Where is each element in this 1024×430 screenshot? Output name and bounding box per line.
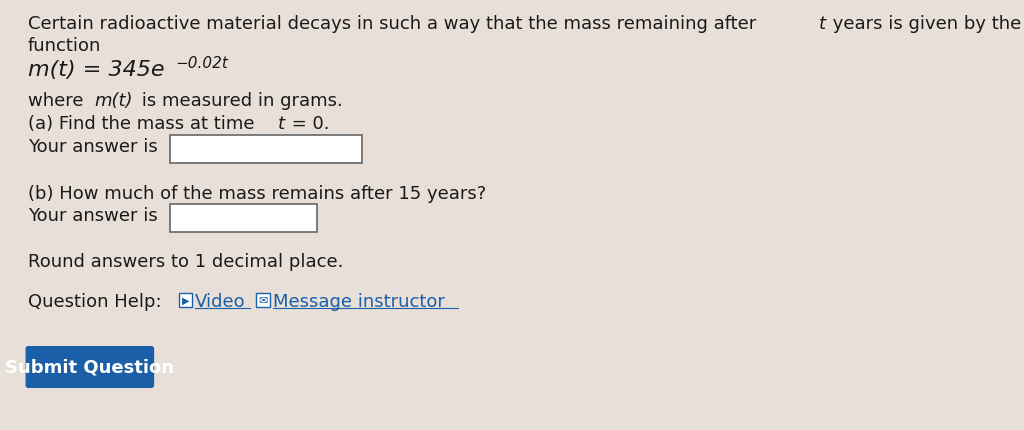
Text: Your answer is: Your answer is [28, 206, 158, 224]
Text: ✉: ✉ [258, 295, 267, 305]
Text: t: t [819, 15, 826, 33]
Text: Video: Video [195, 292, 246, 310]
FancyBboxPatch shape [170, 205, 316, 233]
FancyBboxPatch shape [179, 293, 193, 307]
Text: m(t) = 345e: m(t) = 345e [28, 60, 165, 80]
Text: (b) How much of the mass remains after 15 years?: (b) How much of the mass remains after 1… [28, 184, 486, 203]
Text: t: t [279, 115, 286, 133]
Text: function: function [28, 37, 101, 55]
Text: m(t): m(t) [94, 92, 132, 110]
Text: = 0.: = 0. [286, 115, 330, 133]
Text: Your answer is: Your answer is [28, 138, 158, 156]
Text: years is given by the: years is given by the [826, 15, 1021, 33]
Text: ▶: ▶ [182, 295, 189, 305]
Text: Submit Question: Submit Question [5, 358, 174, 376]
FancyBboxPatch shape [170, 136, 362, 164]
Text: Certain radioactive material decays in such a way that the mass remaining after: Certain radioactive material decays in s… [28, 15, 762, 33]
Text: Round answers to 1 decimal place.: Round answers to 1 decimal place. [28, 252, 343, 270]
Text: −0.02t: −0.02t [175, 56, 228, 71]
Text: Message instructor: Message instructor [272, 292, 444, 310]
Text: where: where [28, 92, 89, 110]
FancyBboxPatch shape [26, 346, 155, 388]
Text: (a) Find the mass at time: (a) Find the mass at time [28, 115, 260, 133]
Text: Question Help:: Question Help: [28, 292, 168, 310]
Text: is measured in grams.: is measured in grams. [135, 92, 342, 110]
FancyBboxPatch shape [256, 293, 269, 307]
